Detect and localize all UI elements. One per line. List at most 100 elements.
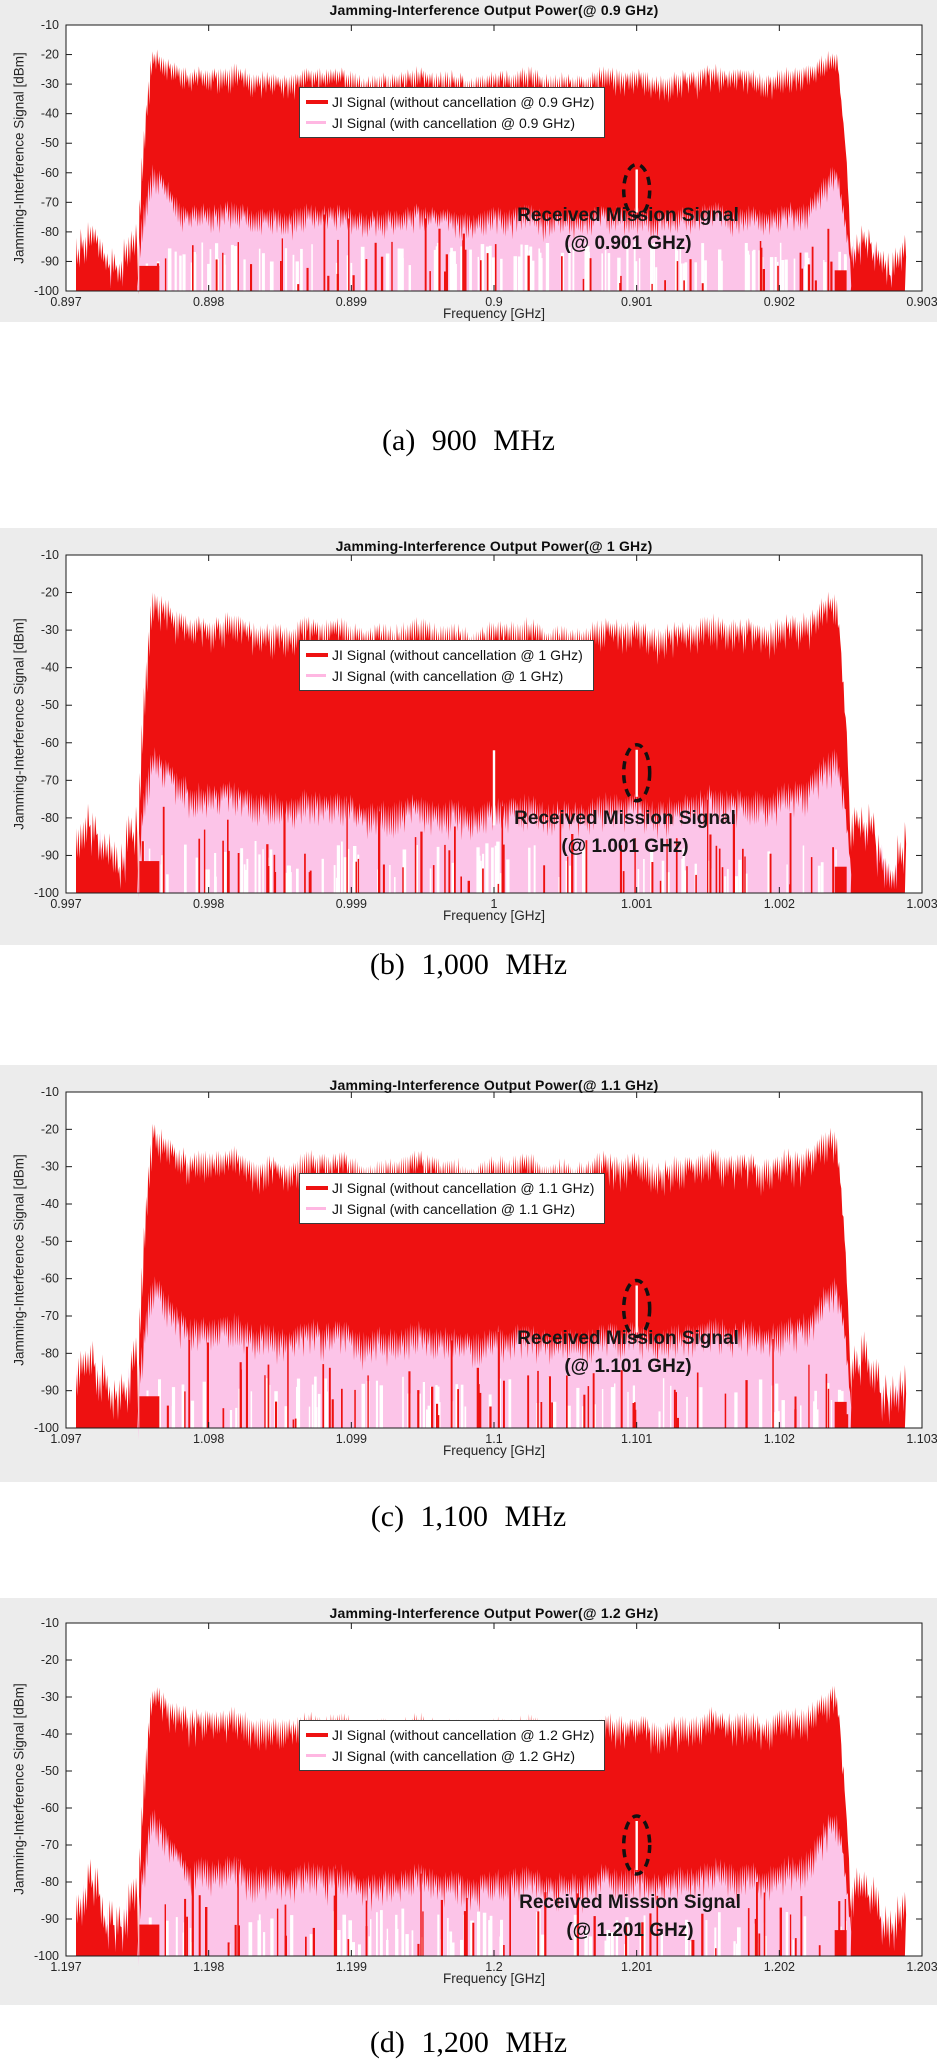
x-tick-label: 0.903 (906, 295, 937, 309)
band-edge-skirt (849, 1331, 907, 1428)
y-tick-label: -30 (41, 1160, 59, 1174)
y-tick-label: -10 (41, 1616, 59, 1630)
x-tick-label: 1.098 (193, 1432, 224, 1446)
y-tick-label: -20 (41, 586, 59, 600)
mission-signal-spike (635, 1285, 638, 1333)
red-line-swatch (306, 1732, 328, 1737)
annotation-line2: (@ 0.901 GHz) (564, 233, 692, 254)
plot-title: Jamming-Interference Output Power(@ 0.9 … (329, 2, 659, 18)
legend-box: JI Signal (without cancellation @ 1 GHz)… (299, 640, 594, 691)
figure-caption-b: (b) 1,000 MHz (369, 948, 568, 981)
y-tick-label: -20 (41, 1122, 59, 1136)
y-tick-label: -50 (41, 1234, 59, 1248)
y-tick-label: -60 (41, 1272, 59, 1286)
band-edge-skirt (849, 803, 907, 893)
x-tick-label: 1.099 (336, 1432, 367, 1446)
plot-title: Jamming-Interference Output Power(@ 1.2 … (329, 1605, 659, 1621)
x-tick-label: 1.2 (485, 1960, 502, 1974)
mission-signal-ellipse (621, 1278, 652, 1339)
y-tick-label: -100 (34, 1949, 59, 1963)
spectrum-plot-900mhz: 0.897 0.898 0.899 0.9 0.901 0.902 0.903 -10 -20 -… (34, 18, 937, 309)
x-tick-label: 1.202 (764, 1960, 795, 1974)
ji-with-cancellation-area (137, 1809, 852, 1966)
legend-label: JI Signal (without cancellation @ 1.1 GH… (332, 1179, 595, 1196)
y-tick-label: -100 (34, 284, 59, 298)
figure-caption-d: (d) 1,200 MHz (369, 2026, 568, 2059)
x-tick-label: 0.898 (193, 295, 224, 309)
figure-b-1000mhz: 0.997 0.998 0.999 1 1.001 1.002 1.003 -10 -20 -30… (0, 528, 937, 945)
y-tick-label: -10 (41, 18, 59, 32)
y-tick-label: -70 (41, 1309, 59, 1323)
x-axis-label: Frequency [GHz] (442, 306, 546, 321)
spectrum-plot-1000mhz: 0.997 0.998 0.999 1 1.001 1.002 1.003 -10 -20 -30… (34, 548, 937, 911)
y-tick-label: -10 (41, 548, 59, 562)
x-tick-label: 1.197 (50, 1960, 81, 1974)
legend-label: JI Signal (with cancellation @ 1 GHz) (332, 667, 564, 684)
center-frequency-spike (492, 750, 496, 826)
y-tick-label: -50 (41, 136, 59, 150)
x-tick-label: 0.902 (764, 295, 795, 309)
band-edge-skirt (76, 222, 139, 291)
y-tick-label: -30 (41, 77, 59, 91)
x-tick-label: 0.997 (50, 897, 81, 911)
mission-signal-spike (635, 1821, 638, 1870)
x-tick-label: 1.199 (336, 1960, 367, 1974)
spectrum-plot-1100mhz: 1.097 1.098 1.099 1.1 1.101 1.102 1.103 -10 -20 -… (34, 1085, 937, 1446)
band-edge-skirt (76, 1859, 139, 1956)
mission-signal-ellipse (621, 162, 652, 219)
figure-d-1200mhz: 1.197 1.198 1.199 1.2 1.201 1.202 1.203 -10 -20 -… (0, 1598, 937, 2005)
y-tick-label: -40 (41, 1197, 59, 1211)
mission-signal-ellipse (621, 1814, 652, 1876)
annotation-line1: Received Mission Signal (519, 1892, 741, 1913)
x-tick-label: 0.999 (336, 897, 367, 911)
figure-caption-a: (a) 900 MHz (382, 424, 555, 457)
y-axis-label: Jamming-Interference Signal [dBm] (11, 618, 27, 830)
x-tick-label: 1.1 (485, 1432, 502, 1446)
red-line-swatch (306, 1185, 328, 1190)
band-edge-skirt (76, 803, 139, 893)
x-tick-label: 1.097 (50, 1432, 81, 1446)
x-tick-label: 1 (491, 897, 498, 911)
y-tick-label: -10 (41, 1085, 59, 1099)
legend-label: JI Signal (without cancellation @ 1 GHz) (332, 646, 583, 663)
legend-row-without-cancellation: JI Signal (without cancellation @ 1.1 GH… (306, 1177, 594, 1198)
x-tick-label: 1.203 (906, 1960, 937, 1974)
y-tick-label: -20 (41, 1653, 59, 1667)
legend-box: JI Signal (without cancellation @ 0.9 GH… (299, 87, 606, 138)
legend-row-without-cancellation: JI Signal (without cancellation @ 1 GHz) (306, 644, 583, 665)
legend-label: JI Signal (with cancellation @ 1.2 GHz) (332, 1747, 575, 1764)
y-axis-label: Jamming-Interference Signal [dBm] (11, 1154, 27, 1366)
y-tick-label: -70 (41, 195, 59, 209)
x-tick-label: 1.101 (621, 1432, 652, 1446)
x-tick-label: 0.998 (193, 897, 224, 911)
x-tick-label: 0.901 (621, 295, 652, 309)
pink-line-swatch (306, 121, 326, 124)
legend-label: JI Signal (without cancellation @ 0.9 GH… (332, 93, 595, 110)
x-tick-label: 0.899 (336, 295, 367, 309)
y-tick-label: -100 (34, 1421, 59, 1435)
band-edge-skirt (849, 1867, 907, 1956)
legend-row-with-cancellation: JI Signal (with cancellation @ 1.2 GHz) (306, 1745, 594, 1766)
x-axis-label: Frequency [GHz] (442, 1971, 546, 1986)
ji-with-cancellation-area (137, 164, 852, 291)
y-tick-label: -80 (41, 1346, 59, 1360)
plot-title: Jamming-Interference Output Power(@ 1 GH… (335, 538, 653, 554)
y-tick-label: -90 (41, 254, 59, 268)
legend-row-without-cancellation: JI Signal (without cancellation @ 0.9 GH… (306, 91, 594, 112)
y-tick-label: -30 (41, 1690, 59, 1704)
legend-label: JI Signal (with cancellation @ 0.9 GHz) (332, 114, 575, 131)
y-tick-label: -60 (41, 736, 59, 750)
mission-signal-spike (635, 169, 638, 213)
y-tick-label: -80 (41, 225, 59, 239)
spectrum-plot-1200mhz: 1.197 1.198 1.199 1.2 1.201 1.202 1.203 -10 -20 -… (34, 1616, 937, 1974)
red-line-swatch (306, 652, 328, 657)
x-tick-label: 1.001 (621, 897, 652, 911)
x-tick-label: 0.9 (485, 295, 502, 309)
legend-row-with-cancellation: JI Signal (with cancellation @ 1.1 GHz) (306, 1198, 594, 1219)
x-tick-label: 1.003 (906, 897, 937, 911)
y-tick-label: -50 (41, 698, 59, 712)
red-line-swatch (306, 99, 328, 104)
x-axis-label: Frequency [GHz] (442, 1443, 546, 1458)
y-tick-label: -80 (41, 1875, 59, 1889)
